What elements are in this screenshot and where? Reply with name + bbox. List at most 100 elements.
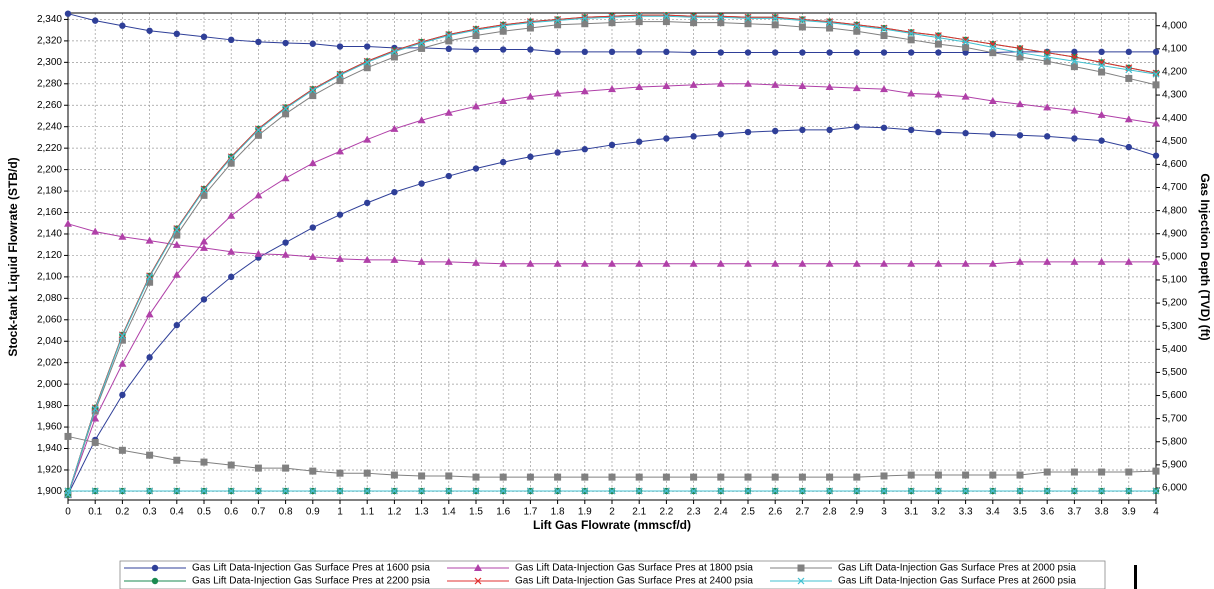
y-tick-label: 1,920 <box>37 465 62 476</box>
marker <box>880 49 888 56</box>
marker <box>91 438 99 446</box>
marker-stroke <box>64 487 72 495</box>
y2-tick-label: 5,600 <box>1162 390 1187 401</box>
marker <box>281 174 290 182</box>
marker <box>146 451 154 459</box>
marker <box>336 469 344 477</box>
marker-stroke <box>445 487 453 495</box>
marker <box>1097 257 1106 265</box>
marker <box>445 45 452 53</box>
marker-stroke <box>227 487 235 495</box>
marker-stroke <box>797 577 805 585</box>
marker <box>1071 48 1078 56</box>
marker <box>744 49 752 56</box>
marker <box>391 188 398 196</box>
marker <box>472 165 480 172</box>
marker <box>173 321 180 329</box>
marker <box>64 10 72 17</box>
marker <box>934 40 942 48</box>
marker-stroke <box>581 14 589 22</box>
marker <box>934 471 942 479</box>
marker <box>744 20 752 28</box>
marker <box>1070 468 1078 476</box>
marker <box>581 13 589 21</box>
marker-stroke <box>282 487 290 495</box>
x-tick-label: 2.3 <box>687 507 701 518</box>
marker <box>1152 467 1160 475</box>
marker <box>1098 48 1105 56</box>
marker <box>119 22 126 29</box>
x-tick-label: 0.1 <box>88 507 102 518</box>
x-tick-label: 3.9 <box>1122 507 1136 518</box>
marker <box>444 108 453 116</box>
marker <box>826 126 833 134</box>
marker <box>499 96 508 104</box>
marker <box>1098 468 1106 476</box>
marker <box>118 446 126 454</box>
x-tick-label: 3.3 <box>959 507 973 518</box>
y-tick-label: 2,260 <box>37 100 62 111</box>
marker-stroke <box>309 487 317 495</box>
marker <box>935 128 942 136</box>
marker <box>1152 257 1160 265</box>
marker <box>363 135 372 143</box>
y-tick-label: 2,280 <box>37 78 62 89</box>
marker <box>227 247 236 255</box>
marker-stroke <box>1152 69 1160 77</box>
marker <box>717 131 724 138</box>
marker <box>662 259 671 267</box>
marker-stroke <box>907 28 915 36</box>
marker <box>172 270 181 278</box>
marker <box>309 92 317 100</box>
marker <box>907 36 915 44</box>
x-tick-label: 3.7 <box>1067 507 1081 518</box>
y2-tick-label: 6,000 <box>1162 483 1187 494</box>
marker <box>1125 143 1133 151</box>
marker-stroke <box>717 12 725 20</box>
marker <box>962 38 970 46</box>
marker <box>1152 152 1160 159</box>
marker-stroke <box>282 103 290 111</box>
marker <box>417 116 426 124</box>
y-tick-label: 2,020 <box>37 357 62 368</box>
x-tick-label: 1.7 <box>523 507 537 518</box>
marker-stroke <box>581 487 589 495</box>
marker-stroke <box>173 226 181 234</box>
marker <box>309 86 317 94</box>
marker-stroke <box>662 12 670 20</box>
x-tick-label: 0 <box>65 507 71 518</box>
marker <box>662 81 671 89</box>
marker <box>744 128 752 136</box>
y-tick-label: 2,300 <box>37 57 62 68</box>
marker-stroke <box>526 487 534 495</box>
marker <box>553 259 562 267</box>
y2-axis-title: Gas Injection Depth (TVD) (ft) <box>1198 173 1212 340</box>
marker <box>880 124 888 131</box>
x-tick-label: 3.4 <box>986 507 1000 518</box>
marker <box>744 13 752 21</box>
marker <box>91 414 100 422</box>
marker-stroke <box>336 71 344 79</box>
marker-stroke <box>472 25 480 33</box>
marker <box>635 18 643 26</box>
marker <box>445 472 453 480</box>
x-tick-label: 0.3 <box>143 507 157 518</box>
marker <box>336 43 344 50</box>
marker <box>200 243 208 251</box>
marker <box>908 126 915 134</box>
marker <box>472 258 480 266</box>
marker <box>228 273 235 281</box>
marker-stroke <box>798 17 806 24</box>
marker <box>255 38 262 46</box>
marker <box>200 487 208 495</box>
marker-stroke <box>1043 487 1051 495</box>
marker <box>662 11 670 19</box>
marker-stroke <box>962 38 970 46</box>
marker <box>118 487 126 495</box>
marker <box>64 487 72 495</box>
marker <box>309 487 317 495</box>
marker <box>798 16 806 23</box>
marker-stroke <box>363 487 371 495</box>
marker <box>500 46 507 53</box>
